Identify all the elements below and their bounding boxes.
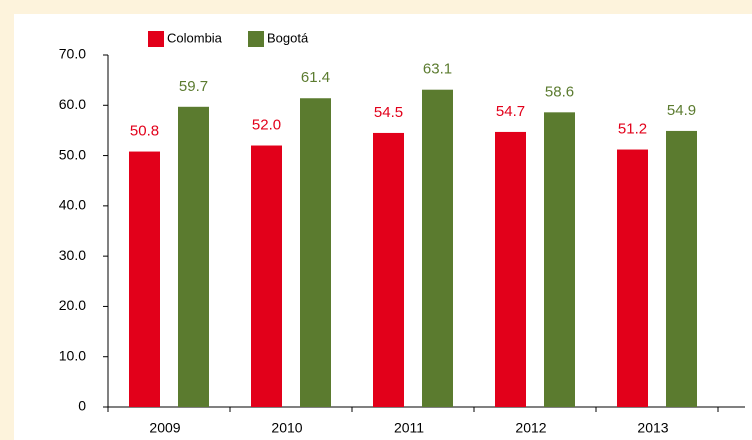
y-tick-label: 70.0 [59, 46, 86, 62]
bar [251, 145, 282, 407]
legend-swatch [248, 31, 264, 47]
data-label: 58.6 [545, 83, 574, 100]
y-tick-label: 60.0 [59, 96, 86, 112]
legend-label: Bogotá [267, 30, 309, 45]
y-tick-label: 50.0 [59, 146, 86, 162]
y-tick-label: 0 [78, 398, 86, 414]
y-tick-label: 10.0 [59, 347, 86, 363]
y-tick-label: 40.0 [59, 197, 86, 213]
data-label: 52.0 [252, 116, 281, 133]
y-tick-label: 20.0 [59, 297, 86, 313]
bar [178, 106, 209, 408]
data-label: 54.9 [667, 102, 696, 119]
data-label: 54.7 [496, 103, 525, 120]
bar [373, 132, 404, 407]
x-tick-label: 2009 [149, 420, 180, 436]
legend-label: Colombia [167, 30, 223, 45]
data-label: 51.2 [618, 121, 647, 138]
bar [300, 98, 331, 407]
x-tick-label: 2012 [515, 420, 546, 436]
x-tick-label: 2010 [271, 420, 302, 436]
bar [666, 130, 697, 407]
data-label: 50.8 [130, 123, 159, 140]
bar [129, 151, 160, 407]
bar [617, 149, 648, 407]
data-label: 59.7 [179, 78, 208, 95]
y-tick-label: 30.0 [59, 247, 86, 263]
legend-swatch [148, 31, 164, 47]
bar [544, 112, 575, 407]
data-label: 63.1 [423, 61, 452, 78]
data-label: 61.4 [301, 69, 330, 86]
data-label: 54.5 [374, 104, 403, 121]
bar [422, 89, 453, 407]
bar [495, 131, 526, 408]
x-tick-label: 2013 [637, 420, 668, 436]
x-tick-label: 2011 [394, 420, 424, 436]
